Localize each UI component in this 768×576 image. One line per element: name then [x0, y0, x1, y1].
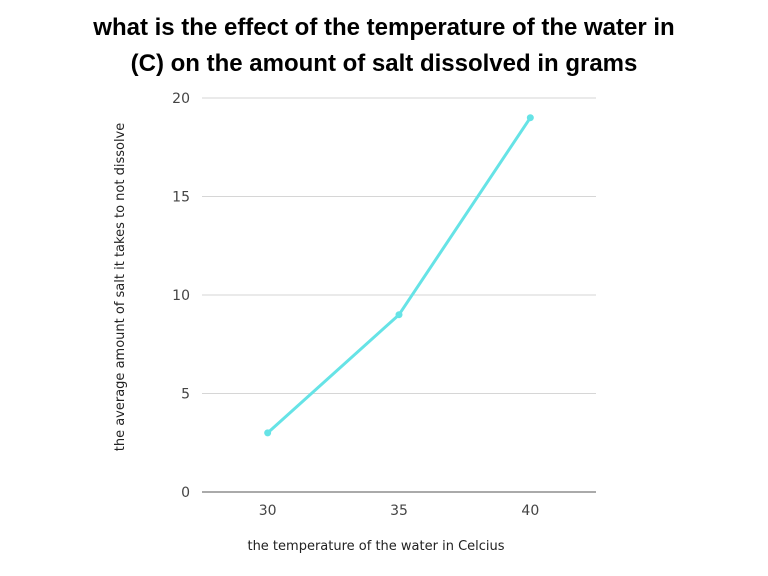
y-tick-labels: 0 5 10 15 20: [172, 91, 190, 501]
series-line: [266, 116, 532, 435]
y-tick-label: 15: [172, 190, 190, 206]
y-axis-label: the average amount of salt it takes to n…: [113, 123, 128, 452]
data-point: [395, 311, 403, 319]
x-tick-label: 35: [390, 503, 408, 519]
y-tick-label: 20: [172, 91, 190, 107]
chart-title: what is the effect of the temperature of…: [0, 10, 768, 82]
chart-title-line-2: (C) on the amount of salt dissolved in g…: [130, 50, 638, 77]
y-tick-label: 5: [181, 387, 190, 403]
x-tick-labels: 30 35 40: [259, 503, 539, 519]
data-point: [526, 114, 534, 122]
x-axis-label: the temperature of the water in Celcius: [247, 539, 504, 554]
x-tick-label: 30: [259, 503, 277, 519]
x-tick-label: 40: [521, 503, 539, 519]
y-tick-label: 0: [181, 485, 190, 501]
y-tick-label: 10: [172, 288, 190, 304]
series-group: [264, 114, 534, 437]
gridlines: [202, 97, 596, 493]
chart-title-line-1: what is the effect of the temperature of…: [93, 14, 675, 41]
data-point: [264, 429, 272, 437]
